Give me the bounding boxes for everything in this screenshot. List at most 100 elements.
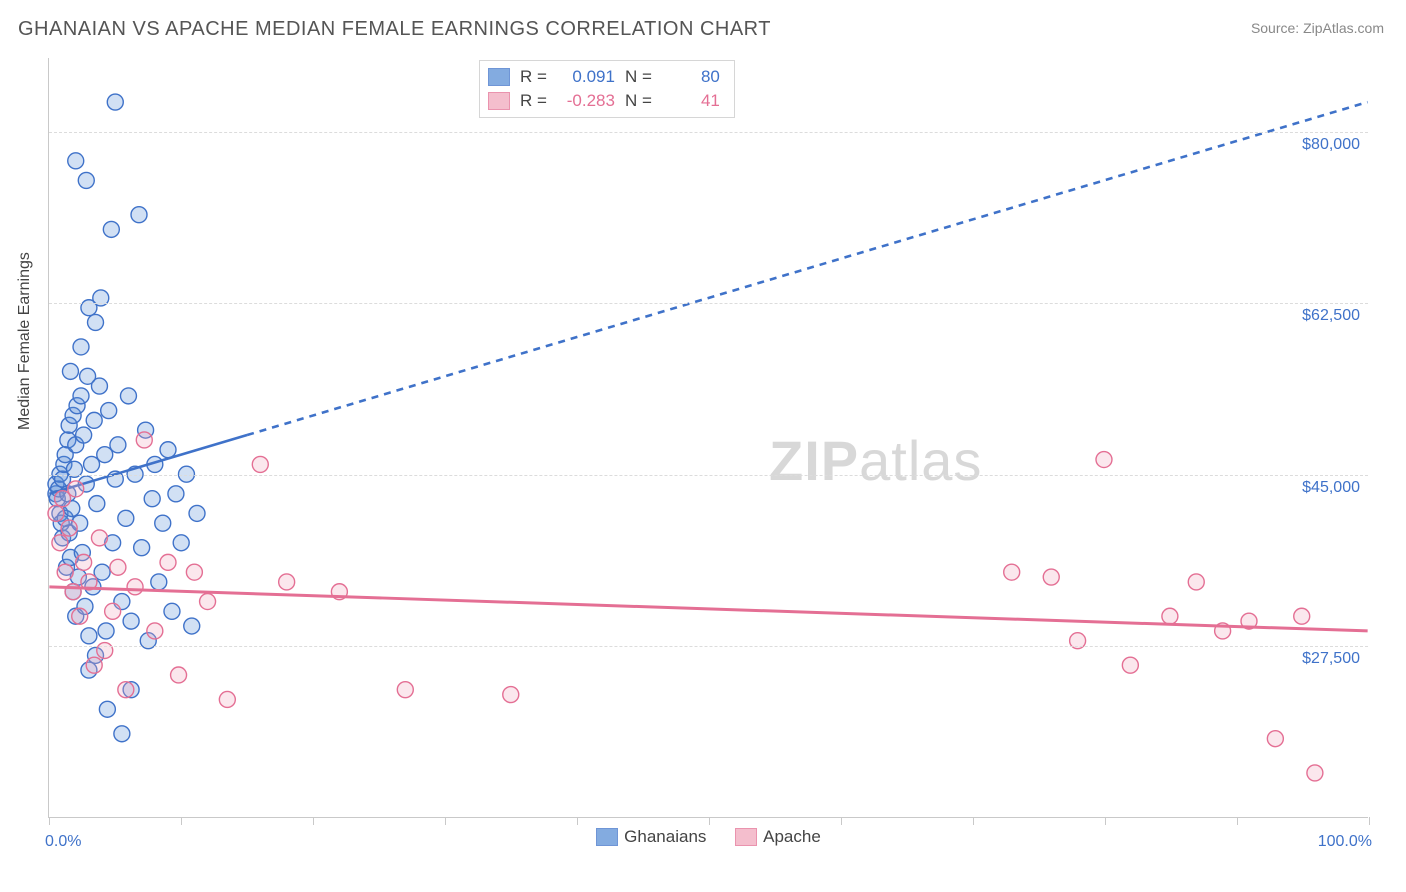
data-point-ghanaians [98,623,114,639]
data-point-ghanaians [151,574,167,590]
source-label: Source: ZipAtlas.com [1251,20,1384,36]
data-point-ghanaians [89,496,105,512]
data-point-ghanaians [91,378,107,394]
x-tick [1105,817,1106,825]
data-point-ghanaians [76,427,92,443]
x-tick [973,817,974,825]
data-point-ghanaians [88,314,104,330]
data-point-apache [136,432,152,448]
data-point-ghanaians [73,388,89,404]
data-point-apache [86,657,102,673]
data-point-ghanaians [120,388,136,404]
data-point-apache [1267,731,1283,747]
x-tick [841,817,842,825]
data-point-apache [1043,569,1059,585]
y-axis-label: Median Female Earnings [16,252,34,430]
x-tick [313,817,314,825]
x-tick [1369,817,1370,825]
x-axis-max-label: 100.0% [1318,833,1372,851]
trendline-extrapolated-ghanaians [247,102,1368,435]
data-point-apache [1122,657,1138,673]
data-point-apache [110,559,126,575]
data-point-ghanaians [73,339,89,355]
data-point-apache [1307,765,1323,781]
data-point-apache [72,608,88,624]
data-point-ghanaians [110,437,126,453]
data-point-ghanaians [123,613,139,629]
x-tick [577,817,578,825]
chart-title: GHANAIAN VS APACHE MEDIAN FEMALE EARNING… [18,18,771,41]
gridline [49,303,1368,304]
y-tick-label: $62,500 [1302,307,1360,325]
swatch-apache [735,828,757,846]
data-point-apache [68,481,84,497]
data-point-apache [48,505,64,521]
data-point-apache [186,564,202,580]
gridline [49,475,1368,476]
plot-area: ZIPatlas R = 0.091 N = 80 R = -0.283 N =… [48,58,1368,818]
y-tick-label: $45,000 [1302,479,1360,497]
data-point-ghanaians [173,535,189,551]
data-point-ghanaians [103,221,119,237]
data-point-apache [1162,608,1178,624]
chart-container: GHANAIAN VS APACHE MEDIAN FEMALE EARNING… [0,0,1406,892]
data-point-apache [91,530,107,546]
data-point-ghanaians [155,515,171,531]
data-point-apache [160,554,176,570]
data-point-ghanaians [62,363,78,379]
data-point-ghanaians [68,153,84,169]
data-point-apache [52,535,68,551]
legend-label-apache: Apache [763,827,821,847]
data-point-ghanaians [184,618,200,634]
data-point-ghanaians [131,207,147,223]
data-point-apache [127,579,143,595]
data-point-ghanaians [168,486,184,502]
x-axis-min-label: 0.0% [45,833,81,851]
swatch-ghanaians [596,828,618,846]
data-point-apache [171,667,187,683]
legend-label-ghanaians: Ghanaians [624,827,706,847]
data-point-apache [1188,574,1204,590]
data-point-ghanaians [86,412,102,428]
legend-item-apache: Apache [735,827,821,847]
data-point-ghanaians [118,510,134,526]
data-point-apache [219,691,235,707]
y-tick-label: $27,500 [1302,650,1360,668]
data-point-apache [1096,452,1112,468]
legend-item-ghanaians: Ghanaians [596,827,706,847]
data-point-ghanaians [134,540,150,556]
x-tick [445,817,446,825]
data-point-ghanaians [101,403,117,419]
x-tick [709,817,710,825]
data-point-apache [147,623,163,639]
data-point-ghanaians [160,442,176,458]
data-point-ghanaians [81,628,97,644]
data-point-ghanaians [99,701,115,717]
data-point-apache [1004,564,1020,580]
data-point-apache [105,603,121,619]
x-tick [1237,817,1238,825]
data-point-ghanaians [78,172,94,188]
data-point-apache [76,554,92,570]
plot-svg [49,58,1368,817]
data-point-apache [279,574,295,590]
data-point-apache [503,687,519,703]
data-point-ghanaians [144,491,160,507]
data-point-apache [252,456,268,472]
data-point-apache [57,564,73,580]
data-point-ghanaians [189,505,205,521]
data-point-apache [118,682,134,698]
gridline [49,132,1368,133]
y-tick-label: $80,000 [1302,136,1360,154]
data-point-apache [200,594,216,610]
data-point-apache [61,520,77,536]
data-point-ghanaians [164,603,180,619]
series-legend: Ghanaians Apache [49,827,1368,851]
data-point-apache [97,643,113,659]
data-point-apache [1294,608,1310,624]
gridline [49,646,1368,647]
x-tick [181,817,182,825]
data-point-apache [397,682,413,698]
data-point-ghanaians [107,94,123,110]
x-tick [49,817,50,825]
